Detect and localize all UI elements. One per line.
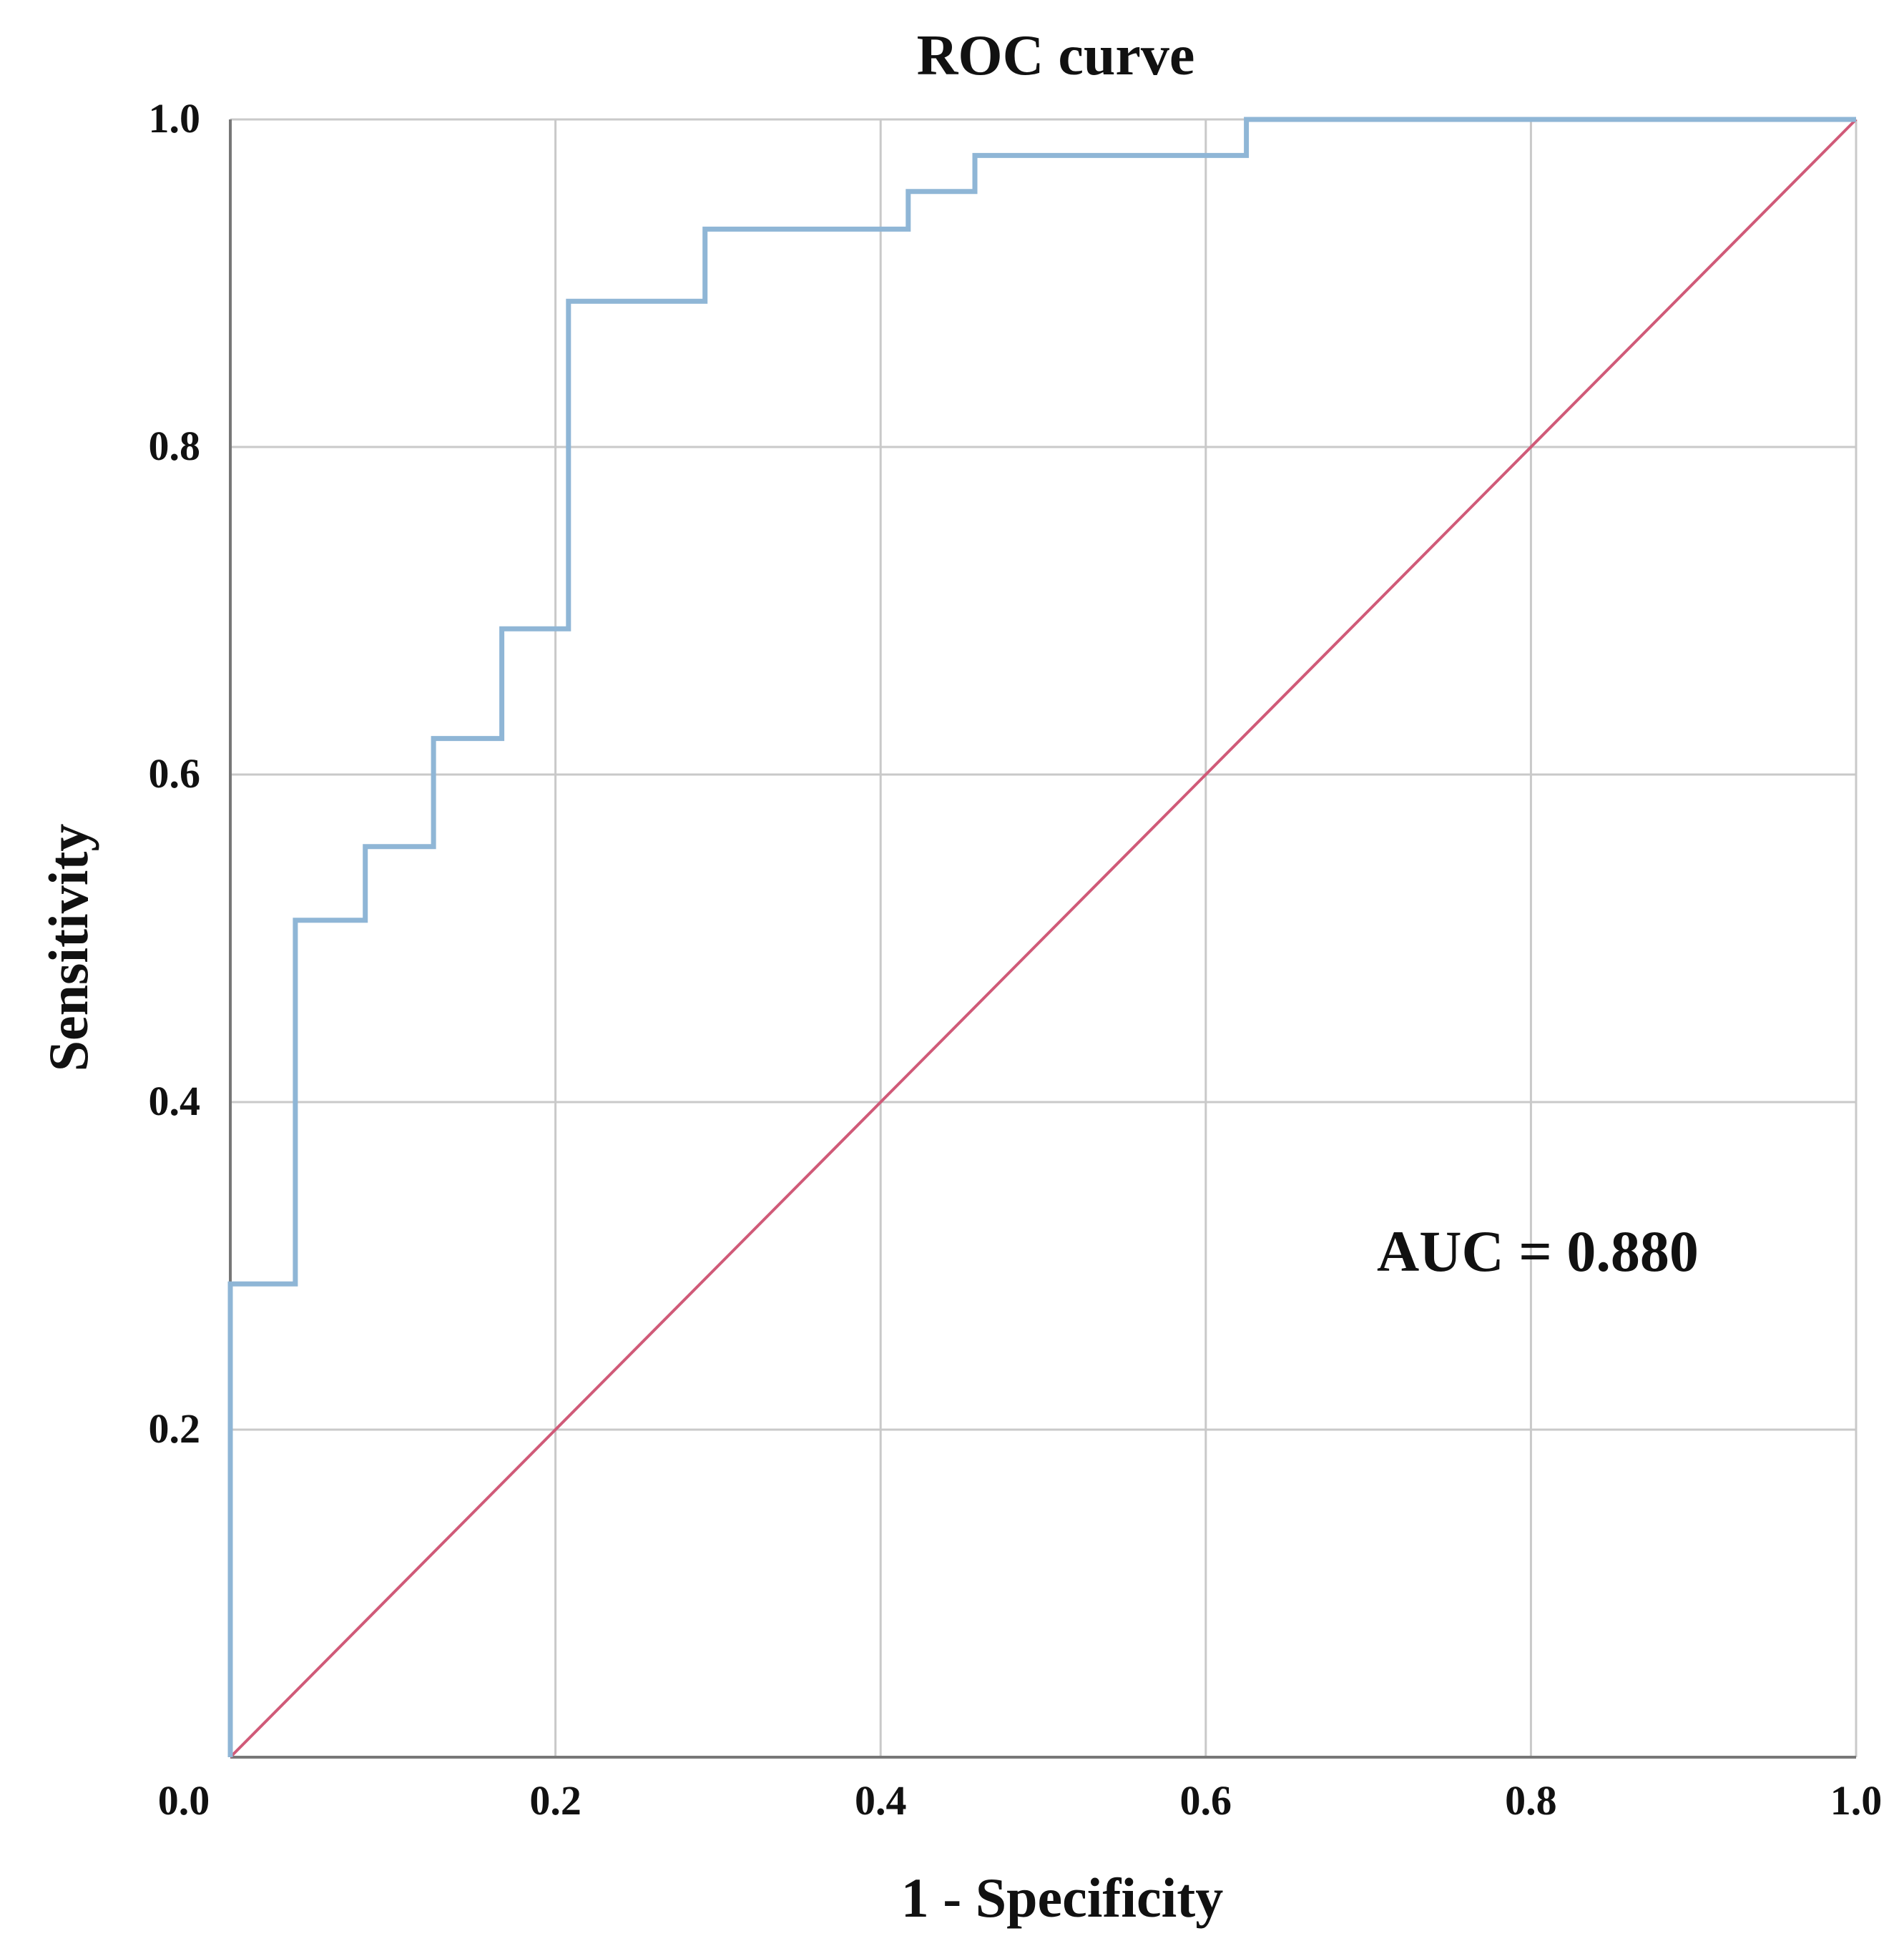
x-tick-label: 0.0 — [158, 1777, 210, 1824]
chart-title: ROC curve — [917, 24, 1195, 87]
y-tick-label: 0.2 — [149, 1405, 201, 1452]
x-tick-label: 0.4 — [855, 1777, 907, 1824]
x-tick-label: 0.2 — [529, 1777, 581, 1824]
x-tick-label: 1.0 — [1830, 1777, 1883, 1824]
y-tick-label: 0.6 — [149, 750, 201, 797]
y-axis-label: Sensitivity — [37, 824, 99, 1072]
series-line-roc — [227, 117, 1856, 1757]
x-tick-label: 0.6 — [1180, 1777, 1232, 1824]
series-line-reference-line — [229, 118, 1858, 1759]
x-tick-labels: 0.0 0.2 0.4 0.6 0.8 1.0 — [158, 1777, 1883, 1824]
x-axis-label: 1 - Specificity — [901, 1867, 1224, 1929]
plot-area — [227, 117, 1858, 1759]
y-tick-label: 1.0 — [149, 95, 201, 142]
grid — [230, 118, 1858, 1757]
y-tick-labels: 0.2 0.4 0.6 0.8 1.0 — [149, 95, 201, 1452]
y-tick-label: 0.4 — [149, 1078, 201, 1124]
x-tick-label: 0.8 — [1505, 1777, 1557, 1824]
auc-annotation: AUC = 0.880 — [1377, 1219, 1699, 1284]
y-tick-label: 0.8 — [149, 423, 201, 469]
series-layer — [227, 117, 1858, 1759]
